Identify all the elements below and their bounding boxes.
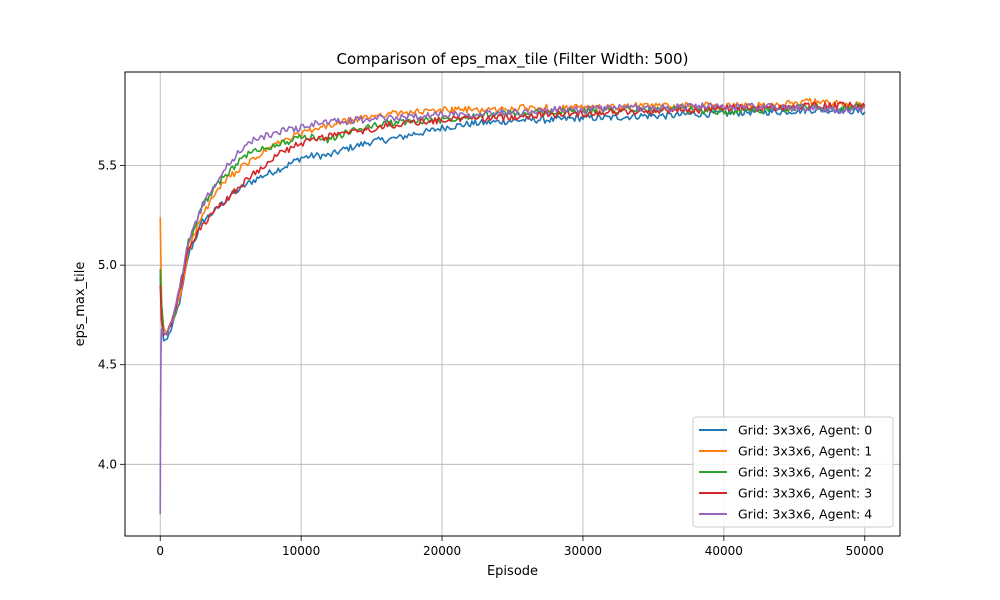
y-tick-label: 4.5 xyxy=(98,358,117,372)
y-axis-label: eps_max_tile xyxy=(73,262,88,347)
legend: Grid: 3x3x6, Agent: 0 Grid: 3x3x6, Agent:… xyxy=(692,416,894,528)
y-tick-label: 4.0 xyxy=(98,457,117,471)
legend-box xyxy=(692,416,894,528)
x-tick-label: 20000 xyxy=(423,544,461,558)
legend-label: Grid: 3x3x6, Agent: 0 xyxy=(738,423,872,438)
series-line-agent-3 xyxy=(159,101,866,336)
x-tick-label: 0 xyxy=(156,544,164,558)
x-axis-label: Episode xyxy=(487,564,538,579)
series-line-agent-0 xyxy=(159,106,866,342)
legend-label: Grid: 3x3x6, Agent: 3 xyxy=(738,486,872,501)
legend-label: Grid: 3x3x6, Agent: 1 xyxy=(738,444,872,459)
series-line-agent-4 xyxy=(159,102,866,515)
series-lines xyxy=(159,97,866,515)
legend-label: Grid: 3x3x6, Agent: 2 xyxy=(738,465,872,480)
axis-ticks: 0 10000 20000 30000 40000 50000 4.0 4.5 5.0 5.5 xyxy=(98,159,884,558)
plot-frame xyxy=(124,71,901,537)
y-tick-label: 5.0 xyxy=(98,258,117,272)
chart-title: Comparison of eps_max_tile (Filter Width… xyxy=(337,50,689,69)
x-tick-label: 50000 xyxy=(846,544,884,558)
x-tick-label: 30000 xyxy=(564,544,602,558)
x-tick-label: 40000 xyxy=(705,544,743,558)
legend-label: Grid: 3x3x6, Agent: 4 xyxy=(738,507,872,522)
y-tick-label: 5.5 xyxy=(98,159,117,173)
x-tick-label: 10000 xyxy=(282,544,320,558)
